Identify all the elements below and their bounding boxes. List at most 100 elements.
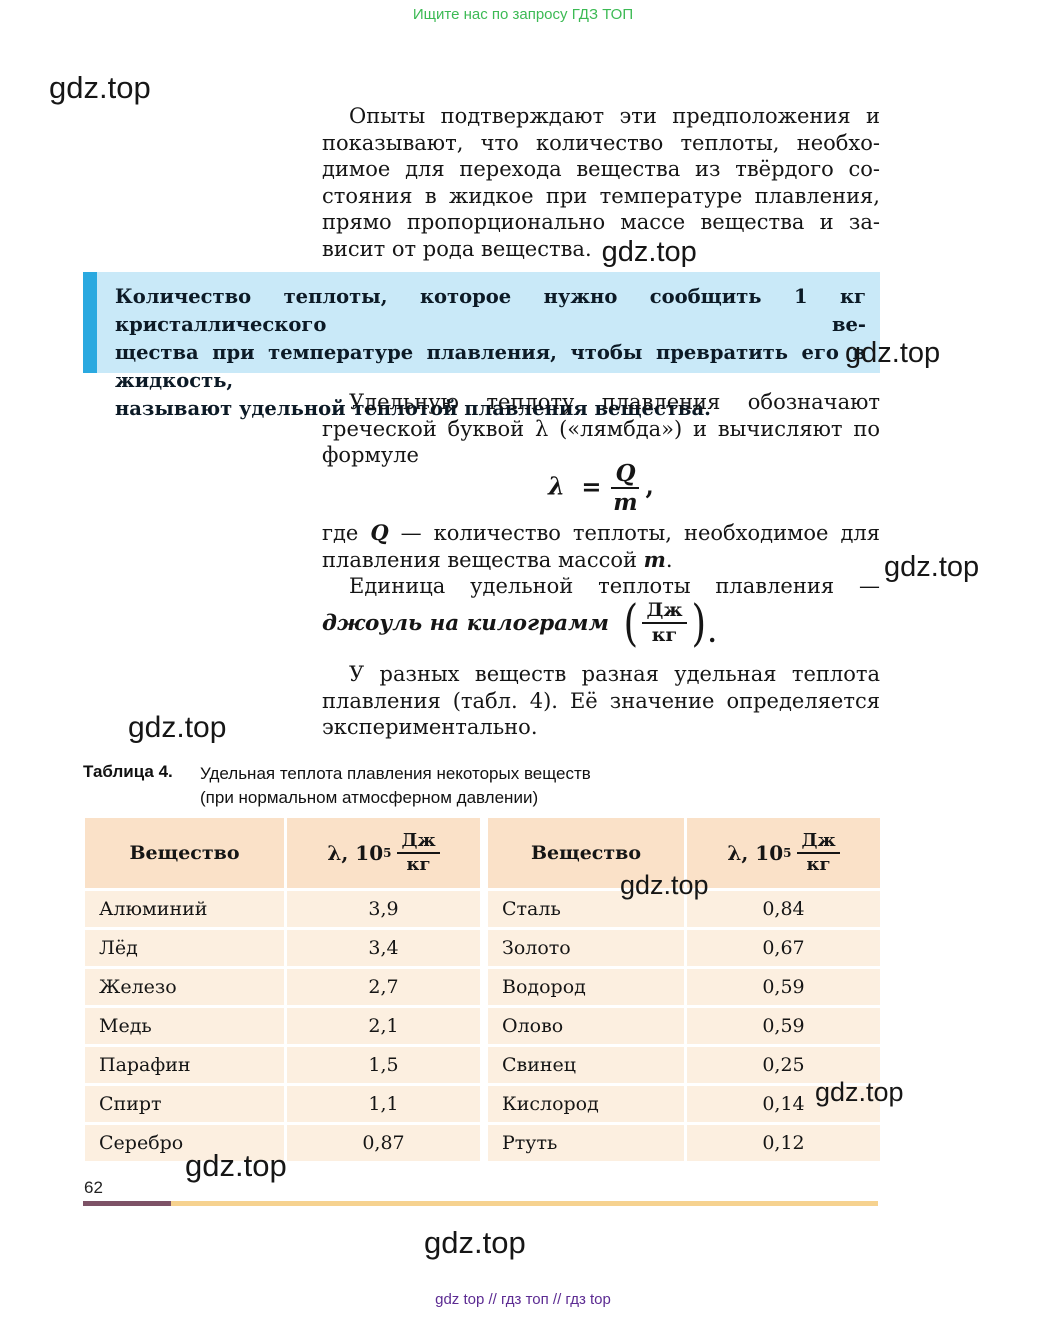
unit-period: . [708,619,717,648]
watermark-3: gdz.top [845,337,941,369]
substance-cell: Спирт [85,1086,284,1122]
value-cell: 0,12 [687,1125,880,1161]
watermark-8: gdz.top [185,1148,287,1183]
paragraph-line: Опыты подтверждают эти предположения и [349,104,880,128]
value-header-fraction: Дж кг [797,831,840,875]
symbol-m: m [643,546,666,572]
value-cell: 1,5 [287,1047,480,1083]
substance-cell: Свинец [488,1047,684,1083]
open-paren: ( [623,594,638,652]
unit-numerator: Дж [642,600,687,624]
page-number: 62 [84,1178,103,1197]
value-cell: 3,9 [287,891,480,927]
unit-fraction: Дж кг [642,600,687,646]
watermark-4: gdz.top [884,551,980,583]
definition-line: щества при температуре плавления, чтобы … [115,341,866,392]
paragraph-line: экспериментально. [322,715,538,740]
substance-cell: Парафин [85,1047,284,1083]
paragraph-line: димое для перехода вещества из твёрдого … [322,157,880,182]
paragraph-text: — количество теплоты, необходимое для [388,521,880,545]
formula-denominator: m [613,489,638,516]
paragraph-line: формуле [322,443,419,468]
paragraph-where: где Q — количество теплоты, необходимое … [322,520,880,573]
definition-box: Количество теплоты, которое нужно сообщи… [83,272,880,420]
substance-cell: Медь [85,1008,284,1044]
value-header-numerator: Дж [797,831,840,854]
value-cell: 0,59 [687,1008,880,1044]
substance-cell: Олово [488,1008,684,1044]
value-cell: 3,4 [287,930,480,966]
melting-table-right: Вещество λ, 10 5 Дж кг Сталь 0,84 Золото 0,… [488,818,880,1161]
unit-name: джоуль на килограмм [322,610,609,636]
value-cell: 0,67 [687,930,880,966]
definition-line: называют удельной теплотой плавления вещ… [115,397,711,420]
definition-line: Количество теплоты, которое нужно сообщи… [115,285,866,336]
formula-lambda: λ [548,471,565,501]
value-cell: 1,1 [287,1086,480,1122]
definition-text: Количество теплоты, которое нужно сообщи… [115,283,866,423]
watermark-2: gdz.top [601,235,697,268]
symbol-q: Q [370,520,389,545]
unit-formula: джоуль на килограмм ( Дж кг ) . [322,598,880,648]
promo-banner: Ищите нас по запросу ГДЗ ТОП [412,6,634,23]
footer-links[interactable]: gdz top // гдз топ // гдз top [435,1291,611,1308]
substance-cell: Кислород [488,1086,684,1122]
paragraph-line: греческой буквой λ («лямбда») и вычисляю… [322,416,880,441]
unit-intro-line: Единица удельной теплоты плавления — [349,574,880,598]
paragraph-different: У разных веществ разная удельная теплота… [322,661,880,741]
watermark-9: gdz.top [424,1225,526,1260]
substance-cell: Серебро [85,1125,284,1161]
value-header-formula: λ, 10 5 Дж кг [727,831,840,875]
paragraph-text: где [322,521,371,545]
value-header-numerator: Дж [397,831,440,854]
paragraph-intro: Опыты подтверждают эти предположения и п… [322,103,880,266]
value-header-fraction: Дж кг [397,831,440,875]
value-header-denominator: кг [806,854,831,875]
unit-denominator: кг [651,624,678,646]
substance-cell: Лёд [85,930,284,966]
paragraph-line: стояния в жидкое при температуре плавлен… [322,183,880,208]
value-header-formula: λ, 10 5 Дж кг [327,831,440,875]
paragraph-line: прямо пропорционально массе вещества и з… [322,210,880,235]
substance-cell: Ртуть [488,1125,684,1161]
table-caption-line: Удельная теплота плавления некоторых вещ… [200,764,591,783]
table-caption-text: Удельная теплота плавления некоторых вещ… [200,762,640,810]
paragraph-line: висит от рода вещества. gdz.top [322,236,880,266]
table-caption-label: Таблица 4. [83,762,173,781]
value-cell: 2,7 [287,969,480,1005]
watermark-7: gdz.top [815,1077,904,1107]
substance-cell: Алюминий [85,891,284,927]
column-header-value: λ, 10 5 Дж кг [287,818,480,888]
substance-cell: Водород [488,969,684,1005]
paragraph-line: показывают, что количество теплоты, необ… [322,130,880,155]
paragraph-line: плавления (табл. 4). Её значение определ… [322,688,880,713]
paragraph-line: У разных веществ разная удельная теплота [349,662,880,686]
paragraph-line: где Q — количество теплоты, необходимое … [322,520,880,547]
paragraph-lambda: Удельную теплоту плавления обозначают гр… [322,389,880,469]
melting-table-left: Вещество λ, 10 5 Дж кг Алюминий 3,9 Лёд 3,4… [85,818,480,1161]
footer-rule-yellow [171,1201,878,1206]
substance-cell: Золото [488,930,684,966]
column-header-value: λ, 10 5 Дж кг [687,818,880,888]
formula-numerator: Q [611,461,640,489]
value-cell: 0,14 [687,1086,880,1122]
table-caption-line: (при нормальном атмосферном давлении) [200,788,539,807]
close-paren: ) [690,594,706,652]
footer-rule-maroon [83,1201,171,1206]
value-cell: 0,59 [687,969,880,1005]
formula-equals: = [581,471,602,501]
value-header-base: λ, 10 [727,841,784,865]
substance-cell: Железо [85,969,284,1005]
watermark-5: gdz.top [128,711,227,744]
value-header-base: λ, 10 [327,841,384,865]
paragraph-line: Удельную теплоту плавления обозначают [349,390,880,414]
paragraph-text: висит от рода вещества. [322,236,592,261]
watermark-6: gdz.top [620,870,709,900]
definition-accent-bar [83,272,97,373]
value-cell: 2,1 [287,1008,480,1044]
value-cell: 0,84 [687,891,880,927]
value-cell: 0,87 [287,1125,480,1161]
formula-comma: , [645,471,654,501]
